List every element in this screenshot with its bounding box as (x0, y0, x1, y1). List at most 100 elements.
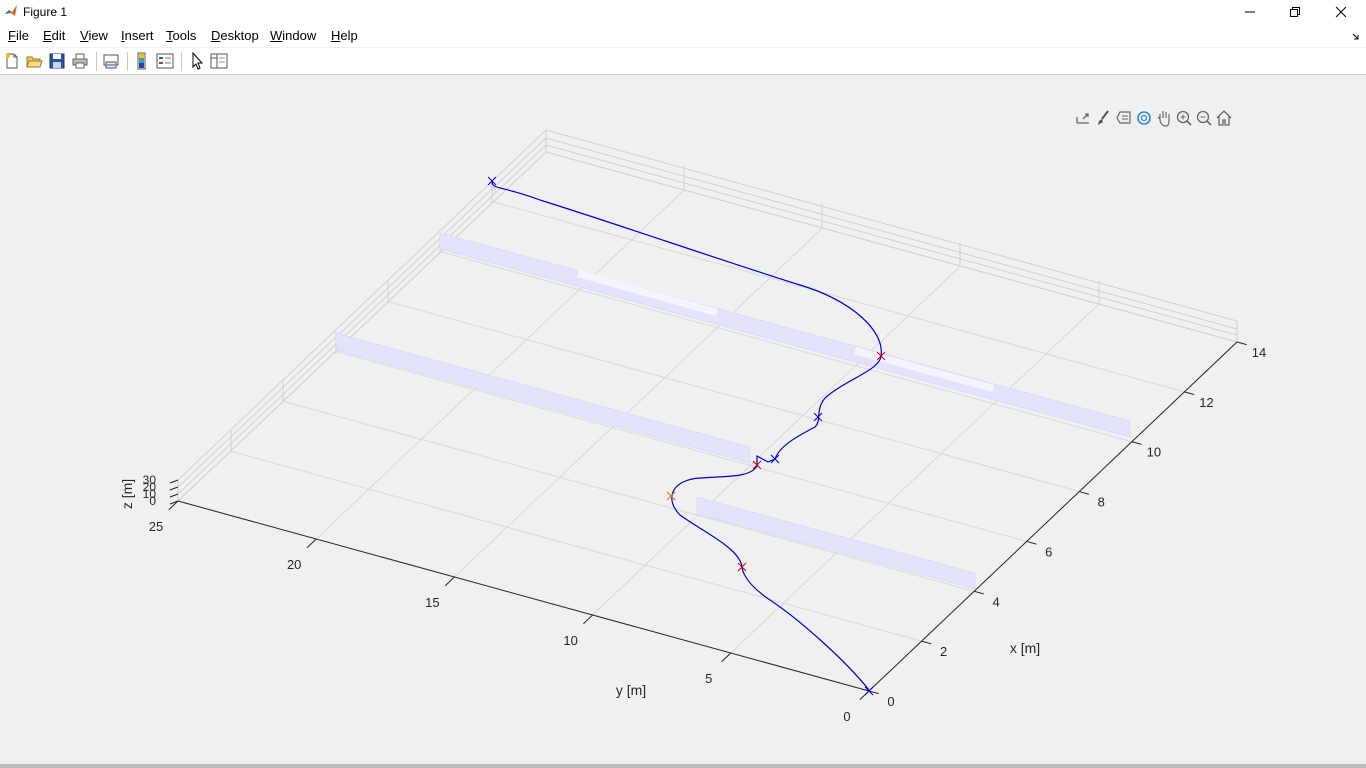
title-bar: Figure 1 (0, 0, 1366, 24)
menu-window[interactable]: Window (270, 28, 317, 43)
back-wall-edges (177, 129, 1238, 502)
y-tick-mark (168, 500, 179, 511)
restore-icon (1290, 7, 1300, 17)
x-tick-mark (1184, 391, 1195, 395)
pointer-icon[interactable] (188, 52, 206, 70)
obstacle-wall-2 (335, 332, 751, 464)
menu-desktop[interactable]: Desktop (211, 28, 259, 43)
x-tick-mark (921, 640, 932, 645)
waypoint-4 (770, 454, 780, 464)
x-axis-label: x [m] (1010, 640, 1040, 656)
pan-icon[interactable] (1155, 108, 1173, 128)
y-tick-mark (721, 652, 732, 663)
z-axis-label: z [m] (119, 479, 135, 509)
z-tick-mark (169, 486, 179, 491)
toolbar-separator (127, 52, 128, 71)
waypoint-3 (752, 460, 762, 470)
y-tick-label: 10 (563, 633, 577, 648)
grid-line-x (335, 350, 1027, 542)
grid-line-y (454, 227, 823, 578)
minimize-icon (1245, 11, 1255, 13)
property-inspector-icon[interactable] (210, 52, 228, 70)
y-tick-label: 0 (843, 709, 850, 724)
obstacle-wall-1-gap-b (854, 347, 994, 392)
menu-help[interactable]: Help (331, 28, 358, 43)
restore-button[interactable] (1272, 0, 1318, 24)
close-icon (1335, 6, 1347, 18)
z-tick-label: 20 (143, 480, 157, 494)
grid-line-x (283, 400, 975, 592)
toolbar-separator (96, 52, 97, 71)
menu-bar: File Edit View Insert Tools Desktop Wind… (0, 24, 1366, 47)
toolbar-separator (181, 52, 182, 71)
menu-insert[interactable]: Insert (121, 28, 154, 43)
x-tick-mark (1026, 540, 1037, 545)
x-tick-label: 4 (993, 594, 1000, 609)
zoom-in-icon[interactable] (1175, 108, 1193, 128)
x-ticks: 0 2 4 6 8 10 12 14 (868, 341, 1266, 709)
z-tick-mark (169, 500, 179, 505)
x-tick-label: 10 (1147, 445, 1161, 460)
menu-edit[interactable]: Edit (43, 28, 66, 43)
brush-icon[interactable] (1095, 108, 1113, 128)
print-icon[interactable] (71, 52, 89, 70)
y-tick-label: 20 (287, 557, 301, 572)
waypoint-1 (737, 562, 747, 572)
z-tick-mark (169, 493, 179, 498)
zoom-out-icon[interactable] (1195, 108, 1213, 128)
x-tick-label: 6 (1045, 544, 1052, 559)
open-file-icon[interactable] (25, 52, 43, 70)
grid-line-x (493, 201, 1185, 393)
grid-line-x (388, 301, 1080, 493)
z-tick-label: 30 (143, 473, 157, 487)
x-tick-label: 14 (1252, 345, 1266, 360)
y-ticks: 0 5 10 15 20 25 (149, 500, 870, 724)
menu-tools[interactable]: Tools (166, 28, 197, 43)
menu-view[interactable]: View (80, 28, 108, 43)
x-tick-label: 0 (887, 694, 894, 709)
grid-line-x (440, 251, 1132, 443)
waypoint-2 (666, 491, 676, 501)
x-tick-mark (1236, 341, 1247, 346)
menu-file[interactable]: File (8, 28, 29, 43)
x-tick-label: 12 (1199, 395, 1213, 410)
colorbar-icon[interactable] (133, 52, 151, 70)
close-button[interactable] (1318, 0, 1364, 24)
undock-arrow-icon[interactable] (1352, 32, 1360, 40)
x-tick-mark (1131, 441, 1142, 445)
rotate-3d-icon[interactable] (1135, 108, 1153, 128)
waypoint-markers (487, 176, 886, 696)
x-tick-label: 8 (1098, 495, 1105, 510)
x-tick-mark (1079, 491, 1090, 495)
y-axis-label: y [m] (616, 682, 646, 698)
save-icon[interactable] (48, 52, 66, 70)
y-axis-line (177, 500, 870, 692)
figure-toolbar (0, 48, 1366, 75)
y-tick-mark (583, 614, 593, 625)
status-border (0, 764, 1366, 768)
grid-line-x (230, 450, 922, 642)
export-icon[interactable] (1075, 108, 1093, 128)
waypoint-goal (487, 176, 497, 186)
window-title: Figure 1 (23, 5, 68, 19)
x-tick-mark (974, 590, 984, 595)
axis-lines (177, 341, 1238, 692)
link-plot-icon[interactable] (102, 52, 120, 70)
waypoint-6 (876, 351, 886, 361)
new-figure-icon[interactable] (3, 52, 21, 70)
y-tick-label: 25 (149, 519, 163, 534)
waypoint-5 (813, 412, 823, 422)
matlab-logo-icon (4, 4, 18, 18)
home-icon[interactable] (1215, 108, 1233, 128)
minimize-button[interactable] (1227, 0, 1273, 24)
y-tick-label: 15 (425, 595, 439, 610)
x-tick-mark (868, 690, 879, 695)
x-tick-label: 2 (940, 644, 947, 659)
legend-icon[interactable] (156, 52, 174, 70)
data-tips-icon[interactable] (1115, 108, 1133, 128)
z-tick-mark (169, 479, 179, 484)
y-tick-mark (306, 538, 317, 549)
y-tick-mark (444, 576, 455, 587)
obstacles (335, 232, 1131, 590)
